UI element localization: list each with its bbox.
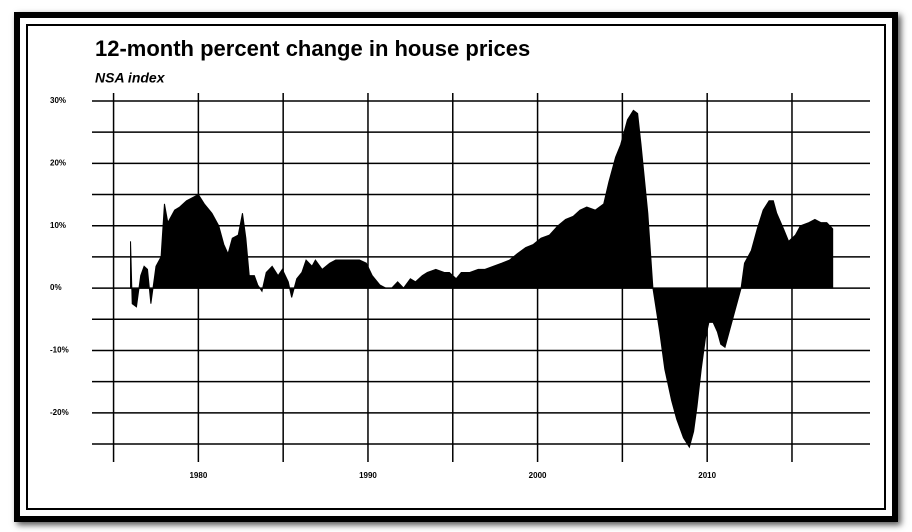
y-tick-label: 20% xyxy=(50,158,66,167)
area xyxy=(130,109,834,449)
x-tick-label: 2010 xyxy=(698,471,716,480)
y-tick-label: 30% xyxy=(50,96,66,105)
chart-subtitle: NSA index xyxy=(95,70,166,86)
y-tick-label: 0% xyxy=(50,283,62,292)
y-tick-label: 10% xyxy=(50,221,66,230)
inner-frame xyxy=(26,24,886,510)
y-tick-label: -10% xyxy=(50,346,69,355)
x-tick-label: 2000 xyxy=(529,471,547,480)
chart-title: 12-month percent change in house prices xyxy=(95,36,530,61)
y-tick-label: -20% xyxy=(50,408,69,417)
x-tick-label: 1990 xyxy=(359,471,377,480)
x-tick-label: 1980 xyxy=(189,471,207,480)
